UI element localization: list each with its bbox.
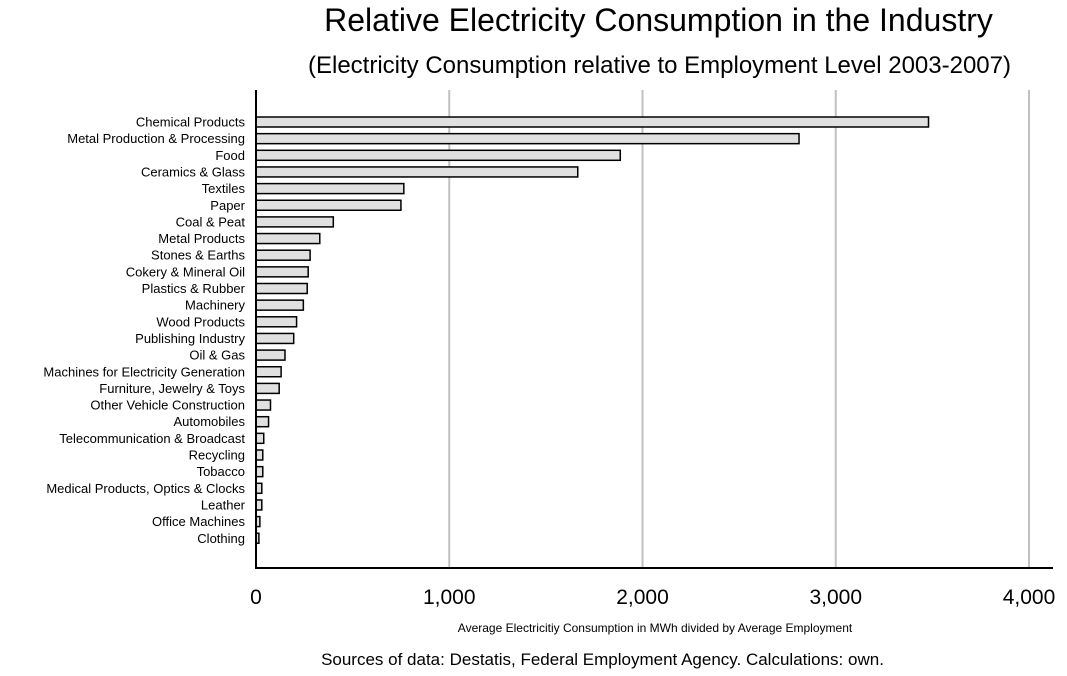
category-label: Tobacco [197,464,245,479]
x-tick-label: 1,000 [423,586,476,609]
category-label: Medical Products, Optics & Clocks [46,481,245,496]
bar [255,282,308,295]
category-label: Office Machines [152,514,245,529]
bar [255,132,800,145]
x-tick-label: 4,000 [1003,586,1056,609]
category-label: Metal Products [158,231,245,246]
bar [255,465,264,478]
bar [255,249,311,261]
bar [255,199,402,211]
category-label: Chemical Products [136,115,246,130]
bar [255,232,321,245]
x-tick-label: 0 [250,586,262,609]
bar [255,399,272,411]
category-label: Cokery & Mineral Oil [126,264,245,279]
bar [255,316,298,328]
bar [255,299,305,311]
category-label: Clothing [197,531,245,546]
bar [255,266,309,278]
bar [255,216,335,228]
source-footnote: Sources of data: Destatis, Federal Emplo… [321,650,884,669]
category-label: Food [215,148,245,163]
gridlines [448,90,1030,569]
x-axis-label: Average Electricitiy Consumption in MWh … [458,621,853,635]
category-label: Paper [210,198,245,213]
bar [255,349,286,361]
bar [255,116,930,128]
category-label: Furniture, Jewelry & Toys [99,381,245,396]
category-label: Plastics & Rubber [142,281,246,296]
bar [255,415,270,428]
x-tick-label: 2,000 [616,586,669,609]
category-label: Other Vehicle Construction [90,398,245,413]
category-label: Machines for Electricity Generation [43,364,245,379]
bar [255,382,280,395]
category-label: Automobiles [173,414,245,429]
category-label: Metal Production & Processing [67,131,245,146]
category-label: Textiles [202,181,246,196]
bar [255,332,295,345]
category-label: Oil & Gas [189,348,245,363]
bar [255,449,264,461]
bars-group [255,116,930,544]
category-label: Machinery [185,298,245,313]
bar [255,166,579,178]
category-label: Telecommunication & Broadcast [59,431,245,446]
category-label: Ceramics & Glass [141,164,246,179]
category-label: Publishing Industry [135,331,245,346]
category-label: Wood Products [156,314,245,329]
category-label: Recycling [189,448,245,463]
bar [255,432,265,445]
category-label: Stones & Earths [151,248,245,263]
chart-title: Relative Electricity Consumption in the … [324,2,993,38]
x-tick-label: 3,000 [809,586,862,609]
category-label: Coal & Peat [176,214,246,229]
chart-subtitle: (Electricity Consumption relative to Emp… [308,52,1011,79]
bar [255,149,622,162]
bar [255,182,405,195]
category-label: Leather [201,497,246,512]
x-tick-labels: 0 1,000 2,000 3,000 4,000 [250,586,1055,609]
bar [255,366,282,378]
